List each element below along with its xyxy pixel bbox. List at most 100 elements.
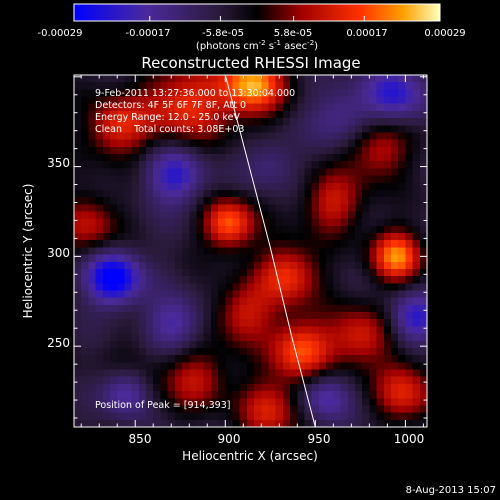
- heatmap-cell: [268, 347, 276, 356]
- heatmap-cell: [225, 297, 233, 306]
- heatmap-cell: [81, 182, 89, 191]
- heatmap-cell: [290, 369, 298, 377]
- heatmap-cell: [95, 75, 103, 83]
- heatmap-cell: [347, 304, 356, 313]
- heatmap-cell: [146, 340, 154, 349]
- heatmap-cell: [311, 312, 320, 320]
- heatmap-cell: [318, 304, 327, 313]
- heatmap-cell: [210, 419, 219, 427]
- heatmap-cell: [347, 182, 356, 191]
- heatmap-cell: [232, 146, 240, 155]
- heatmap-cell: [369, 240, 377, 248]
- heatmap-cell: [390, 261, 399, 270]
- heatmap-cell: [167, 340, 176, 349]
- heatmap-cell: [196, 75, 204, 83]
- heatmap-cell: [160, 82, 168, 90]
- heatmap-cell: [246, 355, 255, 363]
- colorbar-tick-label-4: 0.00017: [346, 28, 387, 39]
- heatmap-cell: [124, 96, 132, 104]
- heatmap-cell: [412, 276, 420, 284]
- heatmap-cell: [196, 146, 204, 155]
- heatmap-cell: [124, 82, 132, 90]
- heatmap-cell: [232, 312, 240, 320]
- heatmap-cell: [146, 297, 154, 306]
- heatmap-cell: [174, 355, 183, 363]
- heatmap-cell: [153, 304, 161, 313]
- heatmap-cell: [153, 383, 161, 392]
- heatmap-cell: [131, 154, 139, 162]
- heatmap-cell: [95, 333, 103, 341]
- heatmap-cell: [297, 412, 305, 420]
- heatmap-cell: [390, 391, 399, 399]
- heatmap-cell: [254, 319, 262, 327]
- heatmap-cell: [318, 96, 327, 104]
- heatmap-cell: [239, 211, 248, 219]
- heatmap-cell: [297, 132, 305, 140]
- heatmap-cell: [268, 204, 276, 212]
- heatmap-cell: [124, 75, 132, 83]
- heatmap-cell: [246, 326, 255, 334]
- heatmap-cell: [275, 254, 284, 262]
- heatmap-cell: [167, 254, 176, 262]
- heatmap-cell: [131, 268, 139, 277]
- heatmap-cell: [196, 154, 204, 162]
- heatmap-cell: [412, 240, 420, 248]
- heatmap-cell: [362, 347, 370, 356]
- heatmap-cell: [189, 118, 197, 126]
- heatmap-cell: [160, 376, 168, 385]
- heatmap-cell: [124, 268, 132, 277]
- heatmap-cell: [333, 304, 341, 313]
- heatmap-cell: [297, 312, 305, 320]
- heatmap-cell: [160, 233, 168, 241]
- heatmap-cell: [138, 319, 147, 327]
- heatmap-cell: [398, 175, 406, 183]
- heatmap-cell: [210, 218, 219, 227]
- heatmap-cell: [383, 254, 392, 262]
- colorbar-tick-label-3: 5.8e-05: [274, 28, 312, 39]
- heatmap-cell: [362, 82, 370, 90]
- heatmap-cell: [138, 118, 147, 126]
- heatmap-cell: [318, 197, 327, 205]
- heatmap-cell: [74, 333, 82, 341]
- heatmap-cell: [362, 412, 370, 420]
- heatmap-cell: [268, 376, 276, 385]
- heatmap-cell: [88, 254, 96, 262]
- heatmap-cell: [412, 225, 420, 234]
- heatmap-cell: [246, 268, 255, 277]
- heatmap-cell: [218, 376, 226, 385]
- heatmap-cell: [419, 175, 427, 183]
- heatmap-cell: [275, 154, 284, 162]
- heatmap-cell: [174, 182, 183, 191]
- heatmap-cell: [182, 110, 190, 119]
- heatmap-cell: [246, 340, 255, 349]
- heatmap-cell: [369, 146, 377, 155]
- heatmap-cell: [174, 326, 183, 334]
- heatmap-cell: [347, 261, 356, 270]
- heatmap-cell: [182, 161, 190, 169]
- heatmap-cell: [405, 268, 413, 277]
- heatmap-cell: [239, 110, 248, 119]
- heatmap-cell: [383, 405, 392, 413]
- heatmap-cell: [153, 154, 161, 162]
- heatmap-cell: [354, 376, 363, 385]
- heatmap-cell: [203, 268, 212, 277]
- heatmap-cell: [167, 383, 176, 392]
- heatmap-cell: [311, 175, 320, 183]
- heatmap-cell: [102, 383, 111, 392]
- heatmap-cell: [189, 283, 197, 291]
- heatmap-cell: [232, 383, 240, 392]
- heatmap-cell: [333, 355, 341, 363]
- heatmap-cell: [261, 161, 269, 169]
- heatmap-cell: [369, 189, 377, 198]
- heatmap-cell: [297, 182, 305, 191]
- heatmap-cell: [398, 204, 406, 212]
- heatmap-cell: [398, 197, 406, 205]
- heatmap-cell: [182, 204, 190, 212]
- heatmap-cell: [110, 75, 118, 83]
- heatmap-cell: [282, 376, 291, 385]
- heatmap-cell: [412, 319, 420, 327]
- heatmap-cell: [146, 376, 154, 385]
- heatmap-cell: [282, 254, 291, 262]
- heatmap-cell: [347, 419, 356, 427]
- heatmap-cell: [419, 312, 427, 320]
